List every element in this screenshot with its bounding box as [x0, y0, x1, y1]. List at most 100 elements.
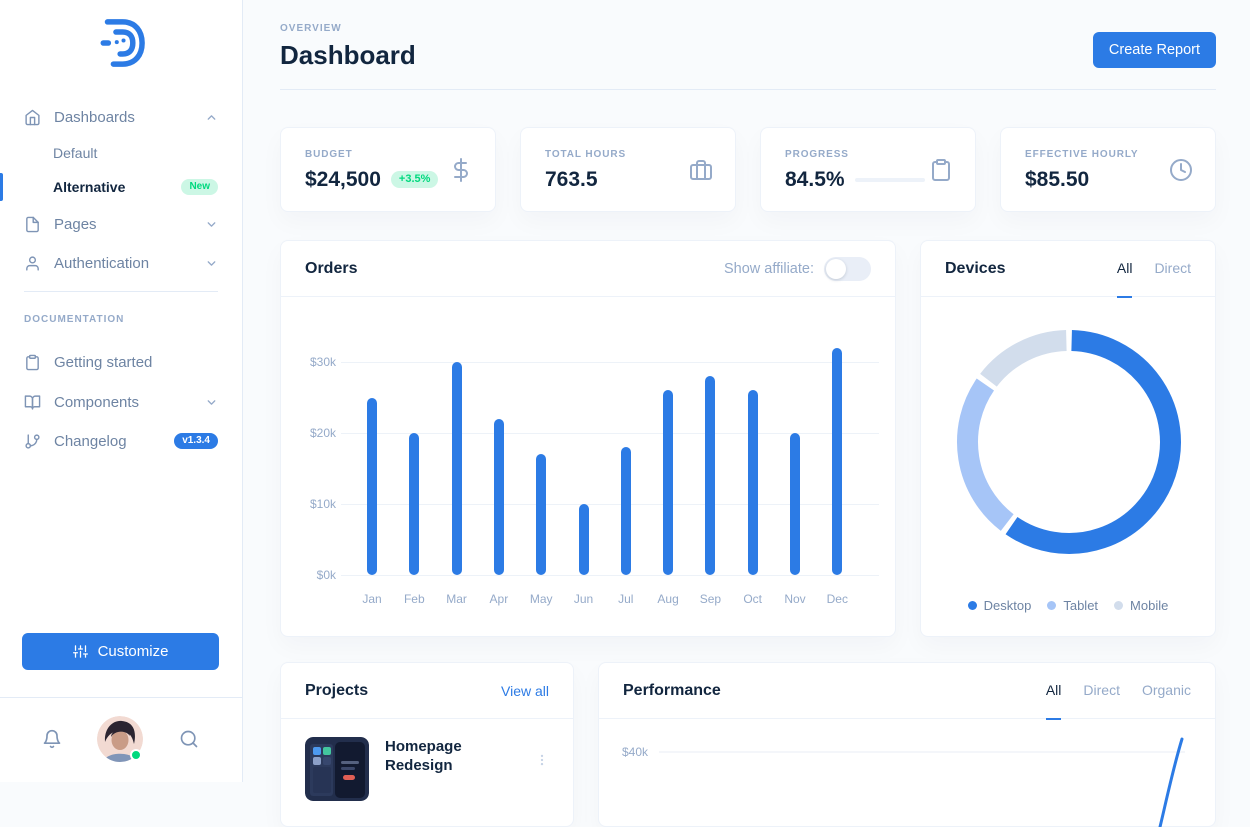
legend-dot — [1047, 601, 1057, 610]
sidebar-section-heading: DOCUMENTATION — [24, 314, 125, 325]
page-header: OVERVIEW Dashboard Create Report — [280, 0, 1216, 90]
git-branch-icon — [25, 433, 40, 449]
card-title: Performance — [623, 681, 721, 699]
orders-card: Orders Show affiliate: $0k $10k $20k $30k Ja… — [280, 240, 896, 637]
stat-value: 763.5 — [545, 168, 598, 191]
stat-value: $24,500 — [305, 168, 381, 191]
y-axis-tick: $20k — [309, 426, 336, 440]
tab-direct[interactable]: Direct — [1083, 682, 1120, 698]
create-report-button[interactable]: Create Report — [1092, 32, 1216, 68]
sidebar-item-label: Alternative — [53, 179, 126, 195]
performance-tabs: All Direct Organic — [1045, 663, 1191, 720]
delta-badge: +3.5% — [390, 171, 439, 188]
user-avatar[interactable] — [97, 716, 143, 762]
grid-line — [341, 362, 879, 363]
project-list-item[interactable]: Homepage Redesign — [305, 737, 549, 801]
y-axis-tick: $30k — [309, 355, 336, 369]
sidebar-item-default[interactable]: Default — [0, 136, 242, 170]
sidebar-item-changelog[interactable]: Changelog v1.3.4 — [0, 424, 242, 458]
version-badge: v1.3.4 — [174, 433, 218, 449]
view-all-link[interactable]: View all — [501, 682, 549, 699]
devices-tabs: All Direct — [1116, 241, 1191, 298]
bar-sep — [705, 376, 716, 575]
tab-all[interactable]: All — [1045, 663, 1062, 720]
bar-jun — [578, 504, 589, 575]
customize-button-label: Customize — [97, 643, 169, 660]
devices-legend: Desktop Tablet Mobile — [921, 598, 1215, 613]
performance-card: Performance All Direct Organic $40k — [598, 662, 1216, 827]
legend-dot — [1114, 601, 1124, 610]
legend-item-mobile: Mobile — [1114, 598, 1168, 613]
project-thumbnail — [305, 737, 369, 801]
bar-mar — [451, 362, 462, 575]
search-icon[interactable] — [179, 729, 199, 749]
kebab-menu-icon[interactable] — [535, 751, 549, 769]
grid-line — [341, 433, 879, 434]
avatar-image — [97, 716, 143, 762]
stat-label: EFFECTIVE HOURLY — [1025, 149, 1139, 160]
x-axis-tick: Jun — [573, 592, 594, 606]
y-axis-tick: $0k — [316, 568, 336, 582]
sidebar-item-label: Default — [53, 145, 98, 161]
orders-bar-chart: $0k $10k $20k $30k Jan Feb Mar Apr May Jun Jul Aug S… — [281, 297, 895, 636]
tab-organic[interactable]: Organic — [1141, 682, 1191, 698]
active-nav-indicator — [0, 173, 3, 201]
sidebar-item-components[interactable]: Components — [0, 385, 242, 419]
performance-line-chart: $40k — [599, 719, 1215, 827]
legend-item-desktop: Desktop — [967, 598, 1031, 613]
sidebar-item-dashboards[interactable]: Dashboards — [0, 100, 242, 134]
sidebar-item-label: Pages — [54, 215, 97, 233]
project-thumbnail-image — [305, 737, 369, 801]
tab-all[interactable]: All — [1116, 241, 1133, 298]
customize-button[interactable]: Customize — [22, 633, 219, 670]
x-axis-tick: Nov — [784, 592, 806, 606]
donut-segment-tablet — [957, 378, 1014, 531]
sidebar: Dashboards Default Alternative New Pages… — [0, 0, 243, 782]
legend-label: Tablet — [1063, 598, 1099, 613]
app-logo[interactable] — [0, 14, 242, 72]
new-badge: New — [181, 179, 218, 195]
projects-card: Projects View all — [280, 662, 574, 827]
page-title: Dashboard — [280, 40, 416, 70]
legend-item-tablet: Tablet — [1047, 598, 1098, 613]
briefcase-icon — [690, 159, 712, 180]
y-axis-tick: $10k — [309, 497, 336, 511]
sidebar-item-label: Getting started — [54, 353, 153, 371]
sidebar-item-authentication[interactable]: Authentication — [0, 246, 242, 280]
show-affiliate-toggle[interactable] — [824, 256, 871, 281]
tab-direct[interactable]: Direct — [1154, 260, 1191, 276]
bar-jan — [367, 397, 377, 575]
stat-label: BUDGET — [305, 149, 353, 160]
chevron-down-icon — [207, 221, 216, 227]
sidebar-item-label: Components — [54, 393, 140, 411]
sidebar-item-label: Changelog — [54, 432, 127, 450]
sidebar-item-pages[interactable]: Pages — [0, 207, 242, 241]
bar-apr — [493, 418, 504, 575]
main-content: OVERVIEW Dashboard Create Report BUDGET … — [243, 0, 1250, 827]
stat-label: TOTAL HOURS — [545, 149, 627, 160]
sidebar-item-alternative[interactable]: Alternative New — [0, 170, 242, 204]
card-title: Projects — [305, 681, 369, 699]
card-title: Orders — [305, 259, 358, 277]
stat-card-budget: BUDGET $24,500 +3.5% — [280, 127, 496, 212]
page-pretitle: OVERVIEW — [280, 23, 342, 34]
x-axis-tick: Feb — [403, 592, 425, 606]
chevron-down-icon — [207, 399, 216, 405]
progress-bar — [854, 177, 925, 182]
clock-icon — [1170, 158, 1192, 181]
stat-label: PROGRESS — [785, 149, 849, 160]
stat-value: $85.50 — [1025, 168, 1090, 191]
stats-row: BUDGET $24,500 +3.5% TOTAL HOURS 763.5 P… — [280, 127, 1216, 212]
donut-segment-mobile — [980, 330, 1067, 387]
bar-dec — [832, 347, 843, 575]
toggle-knob — [826, 258, 846, 279]
chevron-up-icon — [207, 114, 216, 120]
donut-segment-desktop — [1005, 330, 1181, 554]
x-axis-tick: Mar — [446, 592, 467, 606]
legend-label: Mobile — [1130, 598, 1169, 613]
bell-icon[interactable] — [42, 729, 62, 749]
x-axis-tick: Aug — [657, 592, 679, 606]
bar-nov — [790, 433, 800, 575]
x-axis-tick: Jan — [362, 592, 382, 606]
sidebar-item-getting-started[interactable]: Getting started — [0, 345, 242, 379]
